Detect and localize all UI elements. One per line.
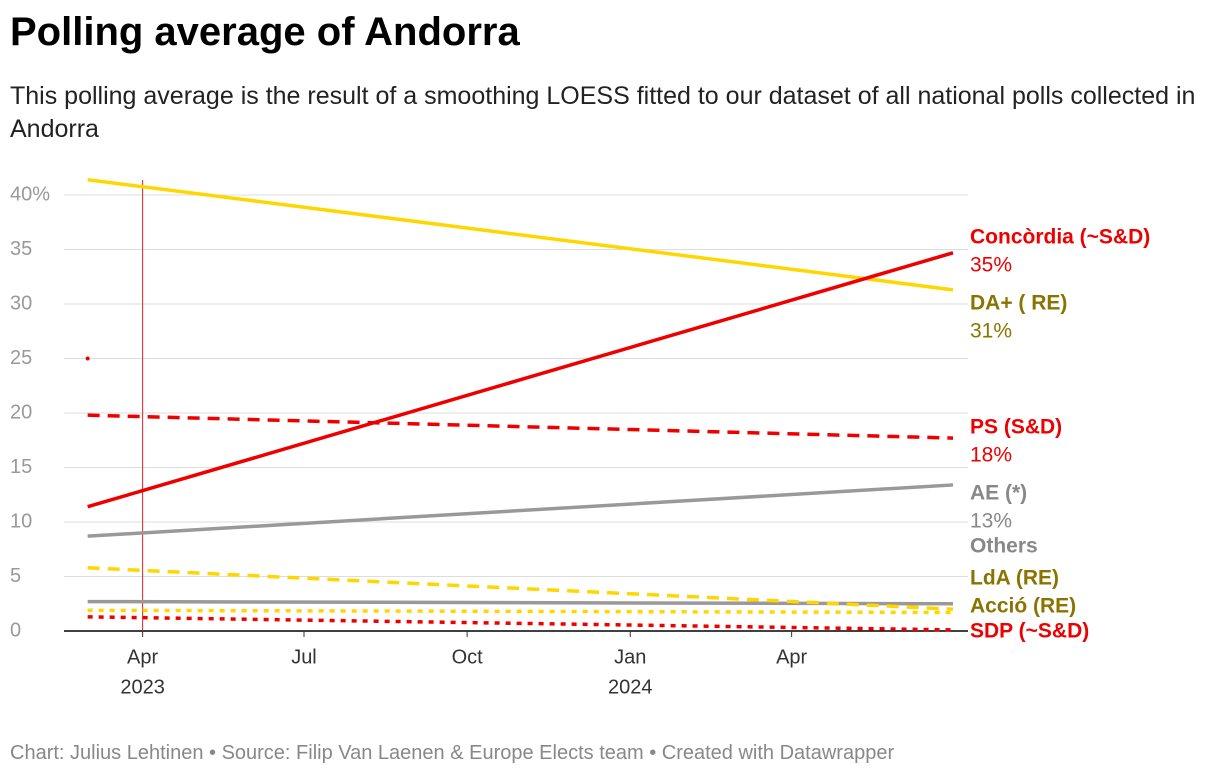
y-tick-label: 30 (10, 292, 32, 314)
y-tick-label: 10 (10, 510, 32, 532)
series-line (87, 178, 954, 292)
chart-title: Polling average of Andorra (10, 10, 520, 54)
series-line (87, 566, 954, 611)
series-line (87, 608, 954, 615)
series-label: AE (*) (970, 482, 1027, 505)
series-line (87, 251, 954, 509)
series-label: PS (S&D) (970, 416, 1062, 439)
x-tick-label: Jul (291, 646, 317, 668)
y-tick-label: 35 (10, 238, 32, 260)
series-label: DA+ ( RE) (970, 292, 1067, 315)
y-tick-label: 5 (10, 565, 21, 587)
y-tick-label: 40% (10, 183, 50, 205)
series-line (87, 599, 954, 606)
series-label: Others (970, 535, 1038, 558)
series-label: Acció (RE) (970, 595, 1076, 618)
series-label: SDP (~S&D) (970, 620, 1089, 643)
x-year-label: 2024 (608, 676, 653, 698)
x-tick-label: Oct (452, 646, 484, 668)
y-tick-label: 15 (10, 456, 32, 478)
series-line (87, 483, 954, 538)
series-line (87, 615, 954, 632)
y-tick-label: 20 (10, 401, 32, 423)
series-line (87, 413, 954, 440)
value-label: 18% (970, 444, 1012, 467)
chart-footer: Chart: Julius Lehtinen • Source: Filip V… (10, 742, 895, 764)
x-tick-label: Apr (127, 646, 158, 668)
point (85, 356, 90, 361)
value-label: 35% (970, 254, 1012, 277)
x-tick-label: Apr (776, 646, 807, 668)
value-label: 31% (970, 320, 1012, 343)
x-tick-label: Jan (614, 646, 646, 668)
value-label: 13% (970, 510, 1012, 533)
series-label: LdA (RE) (970, 567, 1059, 590)
y-tick-label: 25 (10, 347, 32, 369)
y-tick-label: 0 (10, 619, 21, 641)
x-year-label: 2023 (120, 676, 165, 698)
chart-subtitle: This polling average is the result of a … (10, 82, 1196, 143)
series-label: Concòrdia (~S&D) (970, 226, 1150, 249)
